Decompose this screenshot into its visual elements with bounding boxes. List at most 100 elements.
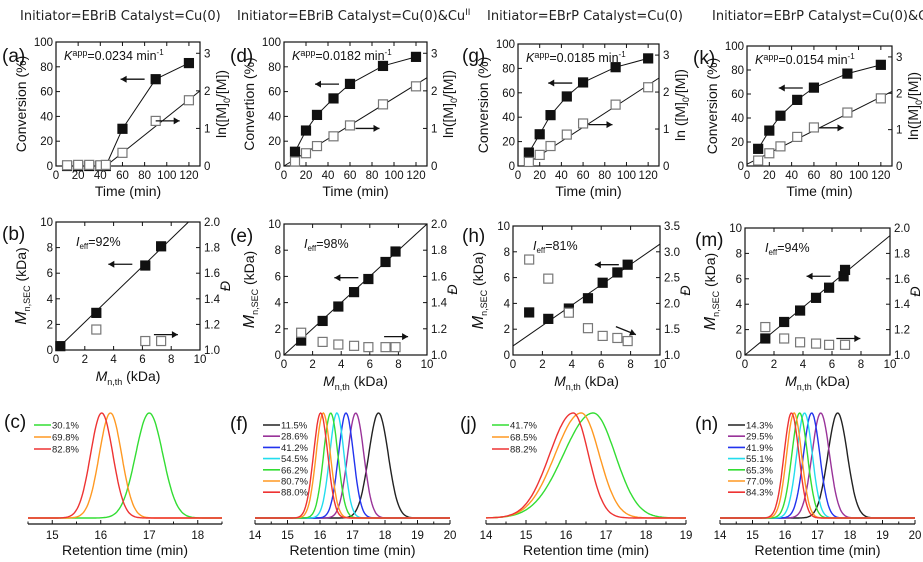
x-tick-label: 16 [314, 530, 327, 542]
sec-trace [28, 412, 222, 519]
open-square-marker [344, 120, 356, 131]
y2-tick-label: 1.8 [431, 245, 447, 257]
filled-square-marker [760, 333, 771, 344]
x-tick-label: 17 [811, 530, 824, 542]
open-square-marker [311, 140, 323, 152]
filled-square-marker [311, 109, 323, 121]
x-tick-label: 16 [560, 530, 573, 542]
open-square-marker [317, 336, 328, 347]
y-axis-label-sub: n,SEC [250, 288, 260, 315]
open-square-marker [597, 330, 608, 342]
y-tick-label: 8 [275, 245, 281, 257]
y2-axis-label-b: /[M]) [905, 72, 921, 100]
arrow-head [606, 121, 613, 129]
open-square-marker [300, 148, 312, 159]
filled-square-marker [300, 125, 312, 136]
y2-axis-label-sub: 0 [681, 97, 691, 102]
arrow-head [171, 331, 178, 339]
y2-tick-label: 2.0 [204, 217, 220, 229]
plot-frame [283, 41, 428, 167]
x-axis-label: Mn,th (kDa) [323, 373, 388, 392]
annotation-unit-sup: -1 [619, 50, 627, 59]
plot-frame [283, 223, 428, 356]
x-tick-label: 40 [555, 170, 568, 182]
y-tick-label: 80 [502, 63, 515, 75]
open-square-marker [563, 307, 574, 318]
x-tick-label: 2 [309, 359, 315, 371]
y-tick-label: 2 [736, 325, 742, 337]
annotation-sup: app [300, 48, 315, 58]
y2-tick-label: 1.2 [204, 319, 220, 331]
fit-line [55, 221, 189, 351]
y2-tick-label: 1.0 [894, 350, 910, 362]
annotation-symbol: K [292, 49, 301, 63]
y-tick-label: 60 [502, 88, 515, 100]
panel-b: (b)0 2 4 6 8 1002468101.01.21.41.61.82.0Mn,th… [2, 217, 233, 387]
x-tick-label: 120 [406, 170, 425, 182]
x-axis-label: Mn,th (kDa) [96, 368, 161, 387]
legend-label: 65.3% [746, 465, 773, 476]
arrow-head [120, 75, 127, 83]
x-tick-label: 4 [338, 359, 345, 371]
y2-tick-label: 1.8 [894, 248, 910, 260]
y-tick-label: 20 [268, 136, 281, 148]
x-tick-label: 60 [577, 170, 590, 182]
y-tick-label: 10 [268, 219, 281, 231]
x-tick-label: 0 [742, 359, 748, 371]
y-tick-label: 40 [731, 113, 744, 125]
annotation-symbol: I [533, 239, 537, 253]
y2-axis-label: ln ([M]0/[M]) [672, 69, 691, 141]
filled-square-marker [390, 246, 401, 257]
panel-label: (g) [462, 46, 485, 67]
annotation-unit-sup: -1 [157, 48, 165, 57]
x-axis-label-sub: n,th [335, 382, 350, 392]
x-axis-label: Mn,th (kDa) [554, 373, 619, 392]
open-square-marker [61, 160, 73, 171]
x-tick-label: 20 [300, 170, 313, 182]
y2-tick-label: 1.8 [204, 243, 220, 255]
open-square-marker [543, 273, 554, 284]
x-tick-label: 0 [281, 359, 287, 371]
column-title-text: Initiator=EBrP Catalyst=Cu(0)&Cu [712, 9, 923, 24]
y-tick-label: 0 [47, 345, 53, 357]
legend-label: 88.0% [281, 488, 308, 499]
arrow-head [594, 261, 601, 269]
x-tick-label: 60 [116, 170, 129, 182]
y2-tick-label: 1.0 [204, 345, 220, 357]
sec-trace [720, 412, 915, 519]
open-square-marker [622, 335, 633, 347]
x-tick-label: 20 [444, 530, 457, 542]
legend-label: 66.2% [281, 465, 308, 476]
annotation-sub: eff [768, 248, 778, 257]
y2-axis-label: Đ [907, 286, 923, 296]
open-square-marker [523, 156, 534, 168]
y2-axis-label: Đ [677, 285, 693, 295]
y2-tick-label: 1.4 [894, 299, 911, 311]
filled-square-marker [792, 94, 803, 105]
x-tick-label: 19 [876, 530, 889, 542]
x-axis-label: Retention time (min) [289, 542, 415, 558]
filled-square-marker [842, 68, 853, 79]
open-square-marker [117, 147, 128, 158]
y-tick-label: 60 [731, 89, 744, 101]
y2-tick-label: 0 [663, 161, 669, 173]
y-tick-label: 60 [40, 87, 53, 99]
x-axis-label: Retention time (min) [754, 542, 880, 558]
y-axis-label: Mn,SEC (kDa) [13, 247, 32, 324]
column-title: Initiator=EBriB Catalyst=Cu(0)&CuII [237, 8, 470, 24]
filled-square-marker [183, 57, 195, 69]
y-axis-label: Conversion (%) [13, 56, 29, 152]
column-titles: Initiator=EBriB Catalyst=Cu(0) Initiator=… [20, 8, 923, 24]
y2-tick-label: 1 [204, 123, 210, 135]
panel-f: (f) 14 15 16 17 18 19 20 Retention time (min) 11.… [230, 412, 457, 558]
column-title-text: Initiator=EBriB Catalyst=Cu(0) [20, 9, 221, 24]
x-tick-label: 20 [763, 170, 776, 182]
y-axis-label: Mn,SEC (kDa) [470, 252, 489, 329]
series-line [757, 64, 881, 150]
arrow-head [548, 79, 555, 87]
x-tick-label: 0 [53, 170, 59, 182]
